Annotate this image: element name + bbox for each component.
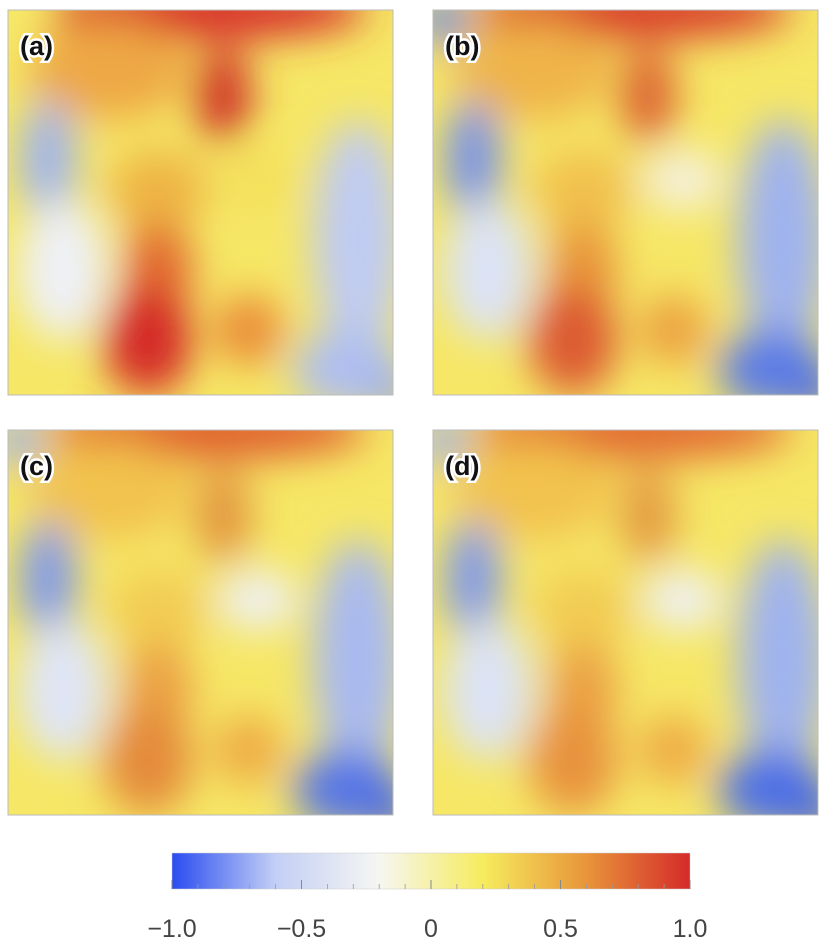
panel-label: (d) bbox=[445, 451, 479, 481]
field-blob bbox=[8, 10, 43, 45]
field-blob bbox=[738, 120, 818, 360]
tick-label: −1.0 bbox=[147, 915, 196, 943]
field bbox=[8, 430, 393, 815]
panel-label: (a) bbox=[20, 31, 53, 61]
field-blob bbox=[313, 120, 393, 360]
field-blob bbox=[293, 330, 393, 395]
field-blob bbox=[195, 47, 251, 143]
panel bbox=[433, 430, 818, 815]
field-blob bbox=[103, 705, 193, 815]
field-blob bbox=[373, 795, 393, 815]
field-blob bbox=[533, 570, 633, 650]
field-blob bbox=[453, 20, 613, 120]
field-blob bbox=[643, 570, 723, 630]
panel-frame bbox=[7, 429, 394, 816]
field-blob bbox=[20, 100, 76, 220]
field-blob bbox=[643, 150, 723, 210]
tick-label: 1.0 bbox=[673, 915, 708, 943]
field-blob bbox=[620, 47, 676, 143]
field-blob bbox=[103, 285, 193, 395]
field-blob bbox=[620, 467, 676, 563]
panel bbox=[8, 10, 393, 395]
field-blob bbox=[218, 150, 298, 210]
field-blob bbox=[18, 200, 108, 340]
field-blob bbox=[798, 375, 818, 395]
field-blob bbox=[108, 570, 208, 650]
field-blob bbox=[373, 375, 393, 395]
field-blob bbox=[28, 20, 188, 120]
field-blob bbox=[313, 540, 393, 780]
field-blob bbox=[445, 100, 501, 220]
field-blob bbox=[718, 750, 818, 815]
field-blob bbox=[528, 705, 618, 815]
field-blob bbox=[293, 750, 393, 815]
field-blob bbox=[718, 330, 818, 395]
field-blob bbox=[533, 150, 633, 230]
field-blob bbox=[28, 440, 188, 540]
tick-label: −0.5 bbox=[277, 915, 326, 943]
field-blob bbox=[213, 715, 283, 785]
tick-label: 0 bbox=[424, 915, 438, 943]
field-blob bbox=[433, 10, 468, 45]
field-blob bbox=[445, 520, 501, 640]
field-blob bbox=[453, 440, 613, 540]
field-blob bbox=[108, 150, 208, 230]
field bbox=[433, 430, 818, 815]
field-blob bbox=[218, 570, 298, 630]
field-blob bbox=[528, 285, 618, 395]
panel-label: (c) bbox=[20, 451, 53, 481]
field-blob bbox=[18, 620, 108, 760]
tick-label: 0.5 bbox=[543, 915, 578, 943]
field-blob bbox=[638, 295, 708, 365]
field-blob bbox=[213, 295, 283, 365]
field-blob bbox=[20, 520, 76, 640]
field-blob bbox=[738, 540, 818, 780]
panel bbox=[8, 430, 393, 815]
field-blob bbox=[433, 430, 468, 465]
field-blob bbox=[798, 795, 818, 815]
field-blob bbox=[443, 620, 533, 760]
panel-label: (b) bbox=[445, 31, 479, 61]
field-blob bbox=[443, 200, 533, 340]
field bbox=[8, 10, 393, 395]
field bbox=[433, 10, 818, 395]
panel-frame bbox=[432, 429, 819, 816]
field-blob bbox=[638, 715, 708, 785]
panel-frame bbox=[432, 9, 819, 396]
field-blob bbox=[195, 467, 251, 563]
panel bbox=[433, 10, 818, 395]
field-blob bbox=[8, 430, 43, 465]
panel-frame bbox=[7, 9, 394, 396]
